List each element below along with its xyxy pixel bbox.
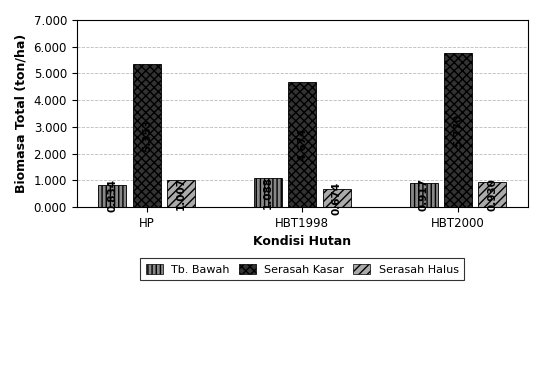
Bar xyxy=(167,180,195,207)
Bar xyxy=(410,182,438,207)
Text: 0.930: 0.930 xyxy=(487,178,497,211)
Legend: Tb. Bawah, Serasah Kasar, Serasah Halus: Tb. Bawah, Serasah Kasar, Serasah Halus xyxy=(140,258,464,280)
Bar xyxy=(132,64,161,207)
Bar xyxy=(323,189,351,207)
Text: 4.674: 4.674 xyxy=(298,128,307,161)
Text: 0.917: 0.917 xyxy=(419,178,429,211)
Text: 5.770: 5.770 xyxy=(453,113,463,147)
Text: 0.834: 0.834 xyxy=(108,179,117,212)
Y-axis label: Biomasa Total (ton/ha): Biomasa Total (ton/ha) xyxy=(15,34,28,193)
X-axis label: Kondisi Hutan: Kondisi Hutan xyxy=(253,235,351,248)
Text: 5.353: 5.353 xyxy=(142,119,151,152)
Bar xyxy=(254,178,282,207)
Bar xyxy=(444,53,472,207)
Text: 1.007: 1.007 xyxy=(176,177,186,210)
Bar xyxy=(98,185,127,207)
Text: 1.088: 1.088 xyxy=(263,176,273,209)
Bar xyxy=(288,82,317,207)
Text: 0.674: 0.674 xyxy=(332,181,342,215)
Bar xyxy=(478,182,506,207)
